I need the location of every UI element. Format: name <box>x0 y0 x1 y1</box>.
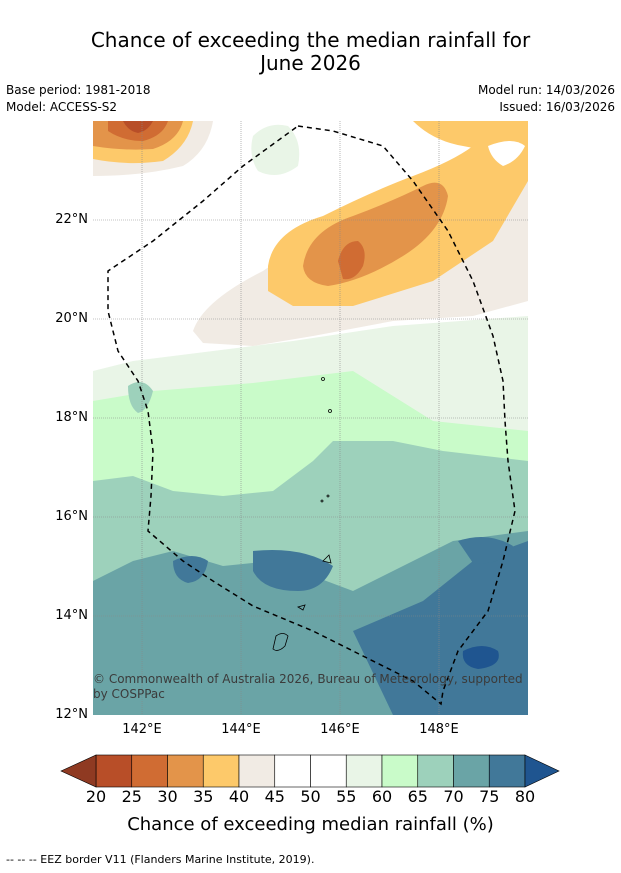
colorbar-cell <box>167 754 204 788</box>
colorbar-cell <box>453 754 490 788</box>
colorbar <box>60 754 560 788</box>
colorbar-cell <box>274 754 311 788</box>
colorbar-tick: 80 <box>514 787 536 806</box>
colorbar-cell <box>488 754 526 788</box>
colorbar-low-arrow <box>60 754 97 788</box>
lat-label: 22°N <box>55 212 88 227</box>
colorbar-tick: 35 <box>193 787 214 806</box>
colorbar-cell <box>95 754 133 788</box>
colorbar-tick: 45 <box>264 787 285 806</box>
lat-label: 14°N <box>55 608 88 623</box>
chart-title: Chance of exceeding the median rainfall … <box>90 28 531 52</box>
colorbar-tick: 25 <box>121 787 142 806</box>
colorbar-cell <box>417 754 454 788</box>
eez-footnote: -- -- -- EEZ border V11 (Flanders Marine… <box>6 853 315 866</box>
lon-label: 144°E <box>221 722 261 737</box>
colorbar-tick: 55 <box>336 787 357 806</box>
rainfall-map: © Commonwealth of Australia 2026, Bureau… <box>93 121 528 715</box>
copyright-line-1: © Commonwealth of Australia 2026, Bureau… <box>93 672 523 686</box>
colorbar-high-arrow <box>524 754 560 788</box>
colorbar-tick: 20 <box>85 787 107 806</box>
colorbar-cell <box>381 754 419 788</box>
lon-label: 142°E <box>122 722 162 737</box>
colorbar-cell <box>238 754 276 788</box>
colorbar-tick: 75 <box>479 787 500 806</box>
lon-label: 146°E <box>320 722 360 737</box>
colorbar-cell <box>345 754 383 788</box>
base-period: Base period: 1981-2018 <box>6 83 151 97</box>
colorbar-tick: 40 <box>228 787 250 806</box>
colorbar-cell <box>131 754 168 788</box>
colorbar-tick: 65 <box>407 787 428 806</box>
colorbar-label: Chance of exceeding median rainfall (%) <box>127 814 494 835</box>
colorbar-tick: 60 <box>371 787 393 806</box>
colorbar-tick: 50 <box>300 787 321 806</box>
colorbar-cell <box>310 754 347 788</box>
colorbar-tick: 70 <box>443 787 464 806</box>
colorbar-tick: 30 <box>157 787 178 806</box>
model-run: Model run: 14/03/2026 <box>477 83 615 97</box>
lat-label: 12°N <box>55 707 88 722</box>
chart-subtitle: June 2026 <box>260 51 361 75</box>
lat-label: 20°N <box>55 311 88 326</box>
colorbar-cell <box>202 754 240 788</box>
issued-date: Issued: 16/03/2026 <box>499 100 615 114</box>
model-name: Model: ACCESS-S2 <box>6 100 118 114</box>
lon-label: 148°E <box>419 722 459 737</box>
lat-label: 18°N <box>55 410 88 425</box>
copyright-line-2: by COSPPac <box>93 687 165 701</box>
lat-label: 16°N <box>55 509 88 524</box>
map-canvas: © Commonwealth of Australia 2026, Bureau… <box>93 121 528 715</box>
